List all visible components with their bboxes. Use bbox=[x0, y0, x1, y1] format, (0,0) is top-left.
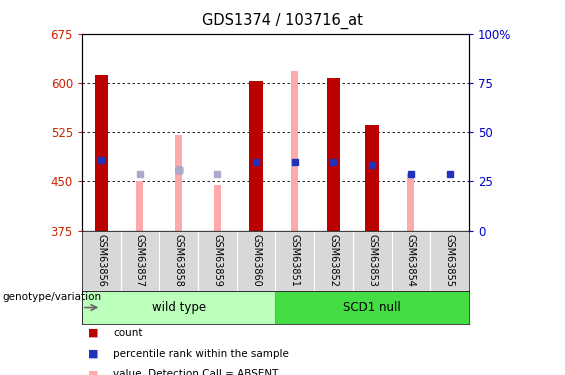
Bar bbox=[366, 125, 379, 231]
Bar bbox=[175, 135, 182, 231]
Text: ■: ■ bbox=[88, 349, 98, 359]
Text: GSM63860: GSM63860 bbox=[251, 234, 261, 286]
Text: wild type: wild type bbox=[151, 301, 206, 314]
Text: GSM63854: GSM63854 bbox=[406, 234, 416, 286]
Text: genotype/variation: genotype/variation bbox=[3, 292, 102, 302]
Text: GSM63856: GSM63856 bbox=[96, 234, 106, 286]
Bar bbox=[214, 185, 221, 231]
Bar bbox=[292, 71, 298, 231]
Text: GSM63851: GSM63851 bbox=[290, 234, 300, 286]
Bar bbox=[82, 291, 276, 324]
Text: GSM63858: GSM63858 bbox=[173, 234, 184, 286]
Bar bbox=[407, 174, 414, 231]
Text: ■: ■ bbox=[88, 369, 98, 375]
Text: SCD1 null: SCD1 null bbox=[344, 301, 401, 314]
Text: GSM63852: GSM63852 bbox=[328, 234, 338, 286]
Bar bbox=[276, 291, 469, 324]
Text: GSM63859: GSM63859 bbox=[212, 234, 223, 286]
Text: percentile rank within the sample: percentile rank within the sample bbox=[113, 349, 289, 359]
Text: GSM63855: GSM63855 bbox=[445, 234, 455, 286]
Bar bbox=[137, 182, 144, 231]
Bar bbox=[327, 78, 340, 231]
Text: ■: ■ bbox=[88, 328, 98, 338]
Text: GSM63857: GSM63857 bbox=[135, 234, 145, 286]
Text: value, Detection Call = ABSENT: value, Detection Call = ABSENT bbox=[113, 369, 279, 375]
Text: GSM63853: GSM63853 bbox=[367, 234, 377, 286]
Bar bbox=[249, 81, 263, 231]
Text: count: count bbox=[113, 328, 142, 338]
Bar bbox=[94, 75, 108, 231]
Text: GDS1374 / 103716_at: GDS1374 / 103716_at bbox=[202, 13, 363, 29]
